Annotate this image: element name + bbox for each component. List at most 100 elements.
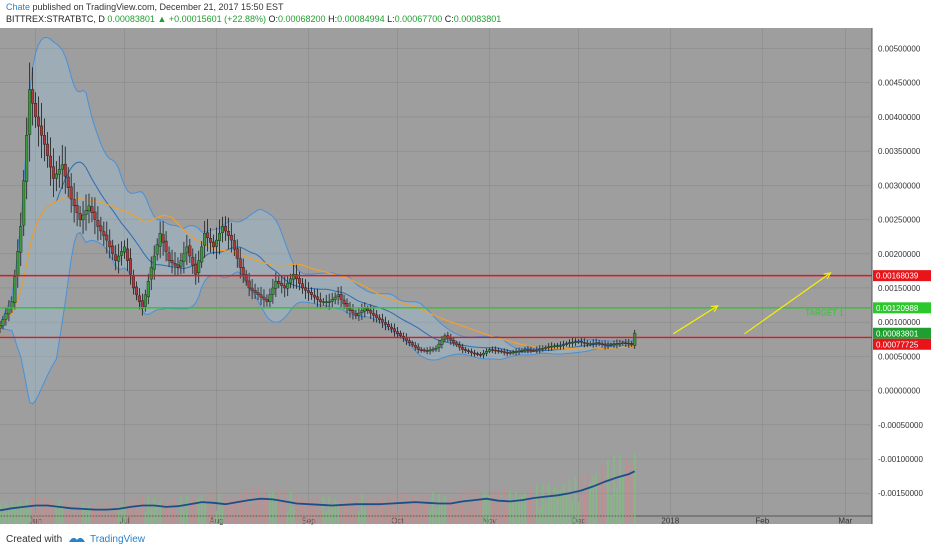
candle-body	[111, 245, 115, 254]
volume-bar	[571, 500, 574, 524]
volume-bar	[340, 500, 342, 524]
y-tick-label: -0.00150000	[878, 489, 923, 498]
candle-body	[292, 274, 296, 280]
candle-body	[117, 255, 121, 262]
candle-body	[603, 344, 607, 346]
volume-bar	[40, 508, 43, 524]
candle-body	[164, 240, 168, 252]
volume-bar	[280, 504, 283, 524]
candle-body	[517, 350, 521, 353]
candle-body	[360, 310, 364, 313]
volume-bar	[218, 493, 221, 524]
volume-bar	[316, 495, 319, 524]
volume-bar	[574, 475, 577, 524]
volume-bar	[132, 506, 135, 524]
change-value: +0.00015601 (+22.88%)	[168, 14, 266, 24]
candle-body	[265, 299, 269, 302]
created-with-label: Created with	[6, 534, 63, 545]
candle-body	[10, 301, 14, 308]
volume-bar	[260, 500, 262, 524]
candle-body	[493, 349, 497, 352]
volume-bar	[215, 510, 218, 524]
candle-body	[37, 116, 41, 127]
volume-bar	[73, 513, 76, 524]
open-label: O:	[268, 14, 278, 24]
candle-body	[514, 351, 518, 353]
candle-body	[93, 211, 97, 220]
volume-bar	[10, 502, 13, 524]
volume-bar	[527, 497, 529, 524]
volume-bar	[67, 512, 70, 524]
volume-bar	[363, 508, 366, 524]
candle-body	[96, 220, 100, 227]
volume-bar	[613, 455, 615, 524]
volume-bar	[482, 491, 485, 524]
volume-bar	[328, 496, 331, 524]
volume-bar	[547, 484, 550, 524]
candle-body	[84, 210, 88, 215]
candle-body	[197, 260, 201, 273]
candle-body	[229, 235, 233, 241]
chart-canvas[interactable]: 0.00500000 0.00450000 0.00400000 0.00350000…	[0, 28, 932, 530]
volume-bar	[530, 487, 532, 524]
volume-bar	[70, 500, 73, 524]
volume-bar	[470, 488, 473, 524]
candle-body	[298, 278, 302, 284]
volume-bar	[150, 507, 153, 524]
volume-bar	[159, 501, 162, 524]
volume-bar	[349, 496, 351, 524]
candle-body	[470, 351, 474, 354]
volume-bar	[535, 484, 538, 524]
candle-body	[146, 280, 150, 298]
tradingview-brand[interactable]: TradingView	[90, 534, 146, 545]
candle-body	[129, 258, 133, 275]
volume-bar	[227, 502, 230, 524]
price-label-text: 0.00120988	[876, 304, 919, 313]
volume-bar	[521, 494, 523, 524]
candle-body	[553, 345, 557, 348]
price-label-text: 0.00077725	[876, 340, 919, 349]
candle-body	[384, 322, 388, 325]
candle-body	[621, 342, 625, 344]
volume-bar	[180, 496, 182, 524]
candle-body	[13, 276, 17, 303]
candle-body	[321, 301, 325, 303]
candle-body	[529, 349, 533, 351]
close-value: 0.00083801	[453, 14, 502, 24]
candle-body	[398, 333, 402, 337]
candle-body	[508, 352, 512, 354]
candle-body	[131, 276, 135, 289]
candle-body	[303, 287, 307, 291]
volume-bar	[592, 476, 595, 524]
volume-bar	[429, 509, 431, 524]
volume-bar	[399, 492, 402, 524]
volume-bar	[443, 495, 446, 524]
volume-bar	[357, 511, 360, 524]
volume-bar	[550, 495, 553, 524]
y-tick-label: 0.00300000	[878, 181, 921, 190]
volume-bar	[277, 490, 280, 524]
candle-body	[511, 351, 515, 354]
author-link[interactable]: Chate	[6, 2, 31, 12]
volume-bar	[200, 494, 203, 524]
volume-bar	[604, 486, 606, 524]
publish-line: Chate published on TradingView.com, Dece…	[6, 2, 284, 12]
volume-bar	[46, 504, 49, 524]
candle-body	[339, 293, 343, 300]
volume-bar	[393, 493, 396, 524]
candle-body	[573, 341, 577, 343]
candle-body	[315, 296, 319, 300]
candle-body	[481, 352, 485, 356]
volume-bar	[630, 462, 633, 524]
volume-bar	[396, 510, 399, 524]
volume-bar	[85, 507, 87, 524]
candle-body	[134, 286, 138, 296]
candle-body	[461, 347, 465, 350]
volume-bar	[298, 502, 301, 524]
volume-bar	[212, 492, 215, 524]
volume-bar	[411, 496, 414, 524]
candle-body	[487, 349, 491, 352]
candle-body	[392, 328, 396, 332]
candle-body	[194, 263, 198, 275]
candle-body	[256, 292, 260, 296]
